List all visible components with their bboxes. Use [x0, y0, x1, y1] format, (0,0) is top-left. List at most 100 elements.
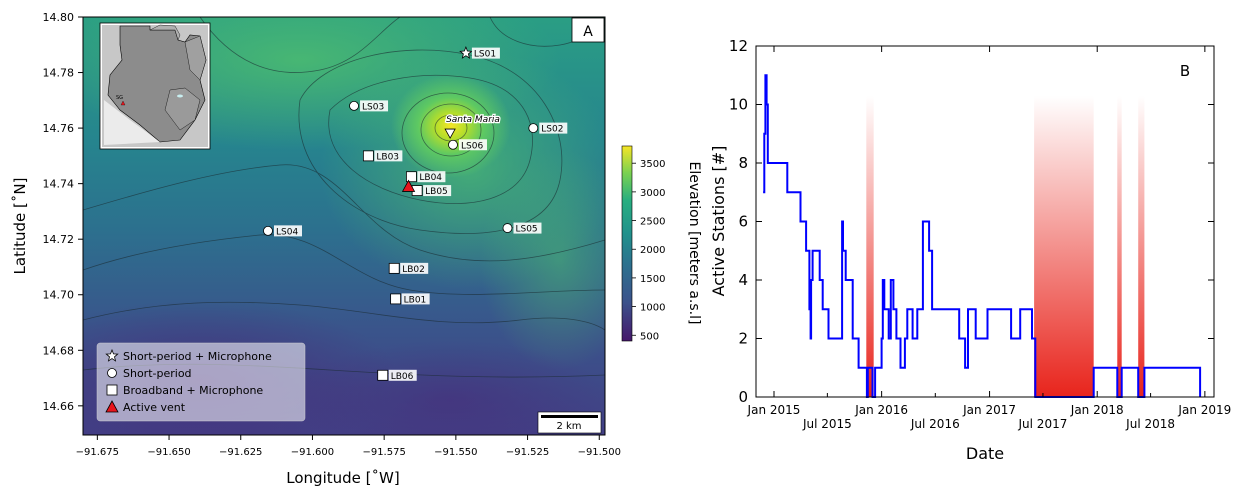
station-label-bg: [374, 150, 403, 162]
station-marker: [377, 369, 389, 381]
map-x-tick-label: −91.575: [362, 447, 405, 458]
station-label-bg: [401, 293, 430, 305]
station-lb05: LB05: [411, 185, 452, 197]
map-y-tick-label: 14.66: [43, 400, 75, 413]
map-y-tick-label: 14.70: [43, 289, 75, 302]
colorbar-tick-label: 3500: [640, 159, 665, 170]
station-label: LB02: [402, 265, 425, 275]
contour-lines: [83, 17, 605, 378]
shaded-period: [1138, 95, 1145, 397]
map-y-tick-label: 14.76: [43, 122, 75, 135]
station-marker: [263, 225, 273, 236]
station-ls03: LS03: [349, 100, 389, 112]
station-label: LB03: [376, 152, 399, 162]
station-ls06: LS06: [448, 139, 487, 151]
chart-y-tick-label: 12: [729, 37, 748, 55]
chart-axes: 0 2 4 6 8 10 12 Jan 2015 Jan 2016 Jan 2017 Jan 201…: [729, 37, 1231, 431]
map-x-tick-label: −91.500: [578, 447, 621, 458]
map-x-tick-label: −91.675: [76, 447, 119, 458]
station-marker: [406, 171, 417, 183]
map-y-tick-label: 14.72: [43, 233, 75, 246]
station-marker: [502, 223, 513, 233]
station-ls04: LS04: [263, 225, 302, 237]
map-frame: [82, 16, 606, 436]
colorbar-tick-label: 2000: [640, 245, 665, 256]
legend-circle-icon: [107, 368, 117, 378]
colorbar: 3500 3000 2500 2000 1500 1000 500 Elevation [m…: [621, 145, 702, 342]
station-label-bg: [423, 185, 452, 197]
station-marker: [388, 262, 400, 274]
shaded-period: [1117, 95, 1122, 397]
chart-y-tick-label: 8: [738, 154, 748, 172]
station-label-bg: [458, 139, 487, 151]
map-y-tick-label: 14.68: [43, 344, 75, 357]
map-y-tick-label: 14.80: [43, 11, 75, 24]
inset-label: SG: [116, 95, 123, 101]
map-y-tick-label: 14.78: [43, 67, 75, 80]
station-label: LS06: [461, 141, 483, 151]
colorbar-tick-label: 1500: [640, 274, 665, 285]
chart-x-tick-label: Jan 2018: [1070, 403, 1124, 417]
colorbar-tick-label: 2500: [640, 217, 665, 228]
legend-label: Active vent: [123, 401, 186, 414]
chart-x-tick-label: Jul 2015: [802, 417, 852, 431]
map-panel: SG A LS01 LS02 LS03 LS04 LS05 LS06 LB01 LB02 LB0…: [11, 11, 702, 487]
station-label-bg: [539, 122, 568, 134]
station-label-bg: [360, 100, 389, 112]
series-line-active-stations: [763, 74, 1202, 398]
station-marker: [349, 100, 359, 111]
chart-x-tick-label: Jul 2017: [1018, 417, 1068, 431]
shaded-period: [866, 95, 874, 397]
inset-map: SG: [99, 22, 211, 150]
legend-label: Short-period: [123, 367, 192, 380]
legend-label: Short-period + Microphone: [123, 350, 272, 363]
legend-item: Short-period: [107, 367, 192, 380]
chart-x-tick-label: Jan 2019: [1177, 403, 1231, 417]
map-axes: −91.675 −91.650 −91.625 −91.600 −91.575 −91.5…: [43, 11, 621, 458]
shaded-period: [1034, 95, 1094, 397]
legend-item: Broadband + Microphone: [106, 384, 263, 397]
panel-label-a-box: [571, 17, 605, 43]
station-lb04: LB04: [406, 171, 446, 183]
map-xlabel: Longitude [˚W]: [286, 469, 399, 487]
chart-x-tick-label: Jan 2015: [747, 403, 801, 417]
chart-y-tick-label: 4: [738, 271, 748, 289]
chart-x-tick-label: Jul 2016: [910, 417, 960, 431]
station-marker: [362, 150, 374, 162]
station-ls02: LS02: [528, 122, 568, 135]
station-label: LS02: [541, 125, 563, 135]
station-label: LB01: [404, 295, 427, 305]
station-marker: [390, 293, 402, 305]
legend-item: Active vent: [105, 400, 186, 414]
station-marker: [459, 45, 473, 59]
chart-y-tick-label: 0: [738, 388, 748, 406]
station-label-bg: [400, 262, 429, 274]
chart-panel: 0 2 4 6 8 10 12 Jan 2015 Jan 2016 Jan 2017 Jan 201…: [709, 37, 1231, 463]
colorbar-tick-label: 3000: [640, 188, 665, 199]
station-ls05: LS05: [502, 222, 542, 235]
summit-marker: [444, 128, 456, 139]
scale-bar-label: 2 km: [556, 421, 581, 432]
station-ls01: LS01: [459, 45, 500, 60]
map-x-tick-label: −91.650: [147, 447, 190, 458]
legend-triangle-icon: [105, 400, 119, 413]
map-x-tick-label: −91.550: [434, 447, 477, 458]
colorbar-tick-label: 500: [640, 331, 659, 342]
chart-x-tick-label: Jan 2016: [854, 403, 908, 417]
chart-y-tick-label: 6: [738, 213, 748, 231]
chart-xlabel: Date: [966, 444, 1004, 463]
station-label: LS04: [276, 227, 298, 237]
chart-x-tick-label: Jul 2018: [1125, 417, 1175, 431]
terrain: [83, 17, 605, 435]
map-y-tick-label: 14.74: [43, 178, 75, 191]
map-legend: Short-period + Microphone Short-period Bro…: [96, 342, 306, 422]
chart-x-tick-label: Jan 2017: [962, 403, 1016, 417]
map-ylabel: Latitude [˚N]: [11, 178, 29, 275]
panel-label-b: B: [1180, 62, 1190, 80]
station-marker: [448, 139, 458, 150]
chart-frame: [755, 45, 1215, 398]
legend-star-icon: [105, 348, 119, 362]
station-label: LS05: [515, 225, 537, 235]
chart-ylabel: Active Stations [#]: [709, 146, 728, 297]
chart-y-tick-label: 10: [729, 96, 748, 114]
